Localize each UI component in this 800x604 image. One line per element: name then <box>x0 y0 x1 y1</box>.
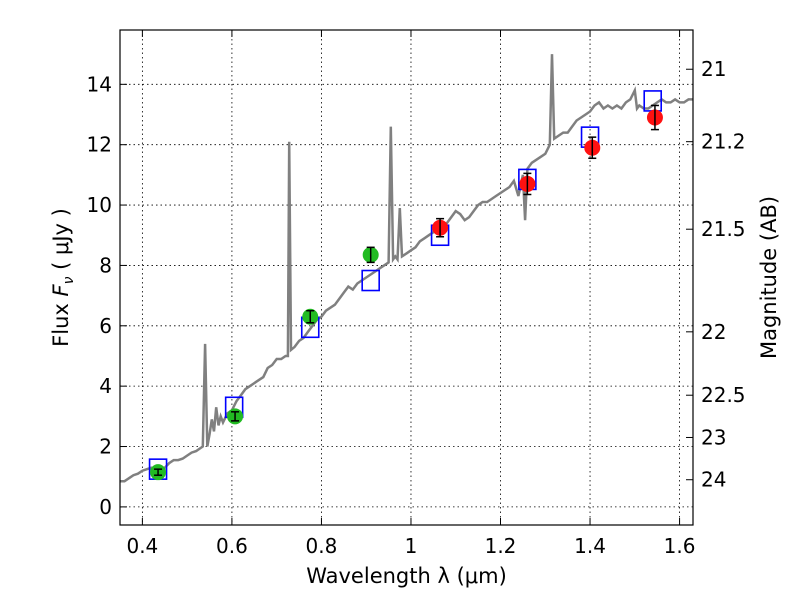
y-tick-label: 10 <box>87 193 112 217</box>
x-tick-label: 0.8 <box>306 534 338 558</box>
y2-tick-label: 23 <box>701 425 726 449</box>
y2-axis-label: Magnitude (AB) <box>757 196 781 359</box>
nir-points <box>432 104 663 238</box>
spectrum-line <box>120 54 693 483</box>
x-axis-label: Wavelength λ (μm) <box>306 564 507 588</box>
y2-tick-label: 22.5 <box>701 383 746 407</box>
x-tick-label: 1.4 <box>574 534 606 558</box>
x-tick-label: 1.6 <box>664 534 696 558</box>
y2-tick-label: 22 <box>701 320 726 344</box>
y2-tick-label: 24 <box>701 468 726 492</box>
y2-tick-label: 21 <box>701 57 726 81</box>
axis-ticks: 0.4 0.6 0.8 1 1.2 1.4 1.6024681012142121.221.5… <box>87 30 746 558</box>
y-tick-label: 2 <box>99 435 112 459</box>
y-tick-label: 12 <box>87 133 112 157</box>
grid <box>120 30 693 525</box>
y-tick-label: 8 <box>99 253 112 277</box>
y-axis-label: Flux Fν ( μJy ) <box>49 208 77 347</box>
x-tick-label: 1.2 <box>485 534 517 558</box>
x-tick-label: 0.6 <box>216 534 248 558</box>
optical-points <box>150 246 379 481</box>
y2-tick-label: 21.2 <box>701 130 746 154</box>
y-tick-label: 4 <box>99 374 112 398</box>
x-tick-label: 0.4 <box>126 534 158 558</box>
plot-frame <box>119 29 694 526</box>
model-box <box>361 269 380 292</box>
y-tick-label: 14 <box>87 72 112 96</box>
x-tick-label: 1 <box>405 534 418 558</box>
y2-tick-label: 21.5 <box>701 217 746 241</box>
y-tick-label: 0 <box>99 495 112 519</box>
y-tick-label: 6 <box>99 314 112 338</box>
